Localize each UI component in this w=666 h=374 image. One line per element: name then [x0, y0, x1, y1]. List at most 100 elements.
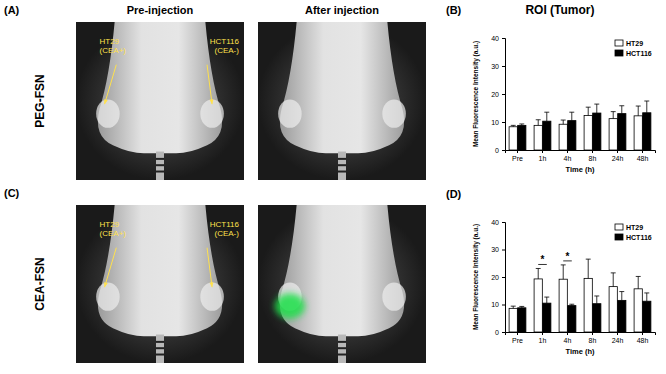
error-bar-stem: [621, 292, 622, 301]
tumor-label: HCT116: [210, 37, 240, 46]
tumor-arrow-head: [104, 282, 108, 287]
x-tick-mark: [592, 332, 593, 335]
error-bar-cap: [611, 111, 616, 112]
fluorescence: [275, 293, 305, 318]
x-tick-mark: [592, 150, 593, 153]
x-tick-label: 8h: [589, 155, 597, 162]
error-bar-cap: [619, 105, 624, 106]
y-tick: 10: [491, 119, 505, 126]
tail-mark: [156, 341, 164, 343]
x-tick-mark: [567, 332, 568, 335]
figure: Pre-injectionAfter injection(A)PEG-FSNHT…: [0, 0, 666, 374]
error-bar-cap: [644, 292, 649, 293]
legend-label: HCT116: [626, 234, 652, 241]
tumor-label: HT29: [100, 220, 120, 229]
error-bar-cap: [519, 123, 524, 124]
panel-label: (D): [446, 188, 462, 200]
error-bar-stem: [613, 273, 614, 287]
x-tick-label: Pre: [512, 337, 523, 344]
x-tick: 24h: [612, 150, 624, 162]
error-bar: [561, 120, 566, 124]
mouse-body: [98, 205, 222, 336]
row-label: PEG-FSN: [33, 74, 47, 127]
error-bar-stem: [596, 296, 597, 304]
x-tick: 4h: [564, 150, 572, 162]
plot-marks: [509, 101, 651, 150]
x-tick: 1h: [539, 150, 547, 162]
photo: [258, 22, 426, 180]
error-bar-cap: [561, 120, 566, 121]
x-tick: 24h: [612, 332, 624, 344]
bar: [634, 289, 642, 332]
x-tick-label: 48h: [637, 155, 649, 162]
plot-marks: [509, 259, 651, 332]
error-bar: [544, 297, 549, 303]
significance-label: *: [541, 254, 545, 265]
legend-label: HT29: [626, 224, 643, 231]
error-bar: [536, 268, 541, 278]
chart: (B)ROI (Tumor)010203040Pre1h4h8h24h48hTi…: [446, 3, 656, 174]
bar: [643, 113, 651, 150]
error-bar-stem: [596, 104, 597, 113]
x-tick-label: 1h: [539, 337, 547, 344]
image-background: [76, 205, 244, 363]
x-tick-label: 1h: [539, 155, 547, 162]
error-bar: [561, 265, 566, 279]
error-bar-cap: [619, 291, 624, 292]
error-bar: [586, 107, 591, 115]
bar: [634, 116, 642, 150]
legend-swatch: [615, 40, 623, 46]
error-bar-stem: [646, 293, 647, 301]
error-bar-cap: [544, 297, 549, 298]
bar: [509, 308, 517, 332]
y-tick-label: 10: [491, 301, 499, 308]
bar: [618, 300, 626, 332]
x-tick: 8h: [589, 332, 597, 344]
tail-mark: [156, 158, 164, 160]
tail-mark: [156, 354, 164, 356]
tumor: [382, 99, 406, 127]
bar: [568, 306, 576, 332]
y-tick-label: 0: [495, 147, 499, 154]
legend-label: HCT116: [626, 50, 652, 57]
tumor-arrow: [105, 248, 117, 288]
bar: [584, 278, 592, 332]
tumor-label: (CEA+): [100, 229, 127, 238]
error-bar: [644, 101, 649, 113]
tail: [156, 152, 164, 180]
error-bar-cap: [636, 276, 641, 277]
y-tick-mark: [502, 94, 505, 95]
error-bar-stem: [571, 112, 572, 120]
x-axis-title: Time (h): [565, 165, 595, 174]
x-tick: 4h: [564, 332, 572, 344]
error-bar: [569, 304, 574, 305]
x-tick: 8h: [589, 150, 597, 162]
x-tick-label: 4h: [564, 155, 572, 162]
error-bar-cap: [586, 259, 591, 260]
bar: [509, 127, 517, 150]
y-tick: 0: [495, 147, 505, 154]
tumor-label: (CEA-): [215, 229, 240, 238]
panel-label: (C): [4, 187, 20, 199]
bar: [593, 113, 601, 150]
x-tick-label: 48h: [637, 337, 649, 344]
row-label: CEA-FSN: [33, 257, 47, 310]
legend-label: HT29: [626, 40, 643, 47]
legend: HT29 HCT116: [615, 40, 652, 57]
y-tick: 20: [491, 274, 505, 281]
error-bar-cap: [594, 295, 599, 296]
x-axis: Pre1h4h8h24h48h: [506, 150, 656, 162]
y-tick-label: 10: [491, 119, 499, 126]
tail-mark: [338, 341, 346, 343]
y-axis: 010203040: [491, 35, 505, 154]
y-axis: 010203040: [491, 219, 505, 336]
image-background: [76, 22, 244, 180]
error-bar-stem: [638, 106, 639, 116]
error-bar-stem: [613, 112, 614, 119]
tail: [338, 335, 346, 363]
error-bar-stem: [563, 120, 564, 124]
axis-line: [506, 151, 656, 154]
x-tick-mark: [567, 150, 568, 153]
tumor-arrow: [207, 65, 212, 105]
error-bar-cap: [611, 272, 616, 273]
